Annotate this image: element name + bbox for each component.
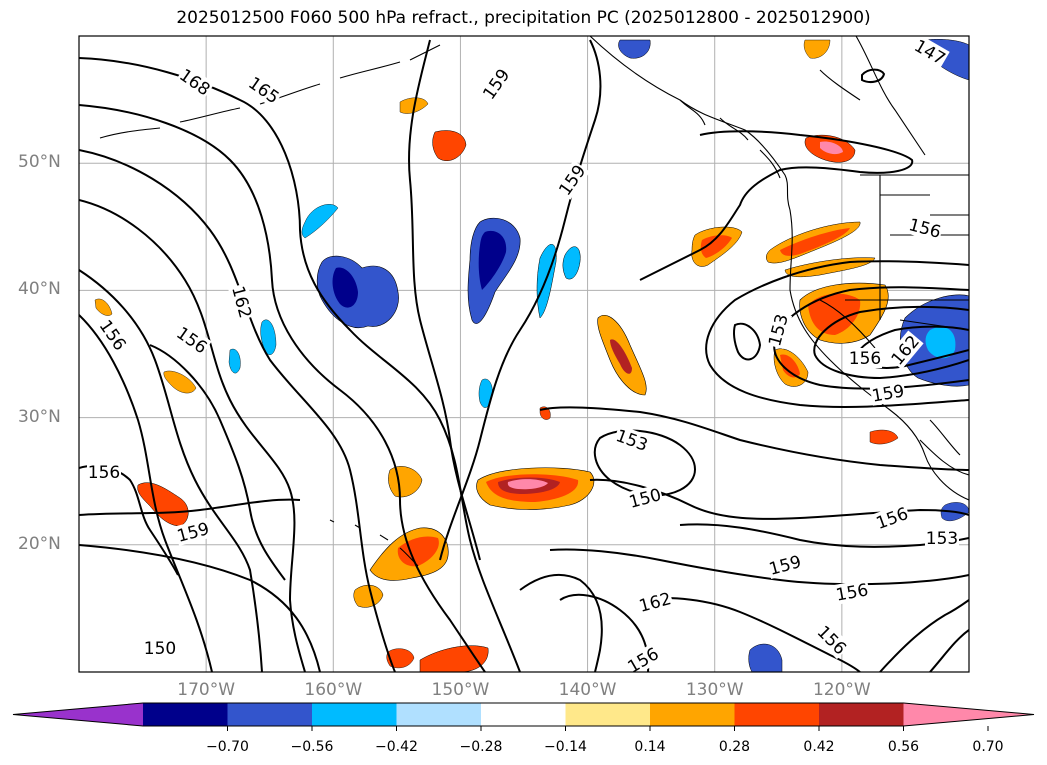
contour-label-background xyxy=(227,282,257,322)
negative-area xyxy=(618,39,651,59)
positive-area xyxy=(780,228,850,256)
colorbar-tick-label: 0.42 xyxy=(803,739,835,755)
negative-area xyxy=(562,246,581,280)
lon-tick-label: 140°W xyxy=(558,680,617,700)
positive-area xyxy=(432,130,467,161)
contour-label-background xyxy=(925,528,959,548)
colorbar-segment xyxy=(396,703,482,726)
negative-area xyxy=(260,319,277,355)
contour-label: 153 xyxy=(926,529,958,549)
contour-label-background xyxy=(623,642,663,672)
positive-area xyxy=(820,141,843,155)
colorbar-segment xyxy=(650,703,735,726)
positive-area xyxy=(700,235,732,258)
colorbar-segment xyxy=(227,703,313,726)
contour-label-background xyxy=(763,310,793,350)
positive-area xyxy=(780,354,800,378)
positive-area xyxy=(507,479,548,490)
colorbar-segment xyxy=(312,703,397,726)
contour-label-background xyxy=(635,587,675,617)
colorbar-tick-label: 0.56 xyxy=(887,739,920,755)
colorbar-tick-label: −0.28 xyxy=(459,739,503,755)
contour-label-background xyxy=(625,483,665,513)
contour-label-background xyxy=(95,315,131,355)
colorbar-outline xyxy=(12,702,1035,727)
contour-label: 156 xyxy=(849,349,881,369)
contour-label-background xyxy=(175,64,215,100)
contour-label-background xyxy=(886,330,924,370)
positive-area xyxy=(869,429,899,445)
contour-label-background xyxy=(244,72,284,108)
contour-label-background xyxy=(87,462,121,482)
colorbar-tick-label: −0.42 xyxy=(375,739,418,755)
colorbar-tick-label: 0.28 xyxy=(718,739,751,755)
contour-label-background xyxy=(612,424,652,456)
colorbar-segment xyxy=(819,703,904,726)
lon-tick-label: 130°W xyxy=(685,680,744,700)
colorbar-tick-label: −0.70 xyxy=(206,739,249,755)
colorbar-segment xyxy=(481,703,566,726)
contour-label-background xyxy=(905,213,945,243)
colorbar-extend-low xyxy=(13,703,143,726)
colorbar-extend-high xyxy=(903,703,1034,726)
colorbar-tick-label: −0.14 xyxy=(544,739,587,755)
contour-label-background xyxy=(869,380,907,406)
negative-area xyxy=(332,267,358,308)
positive-area xyxy=(163,370,197,394)
contour-label-background xyxy=(848,348,882,368)
positive-area xyxy=(610,339,632,374)
lat-tick-label: 20°N xyxy=(18,533,61,554)
contour-label-background xyxy=(172,322,212,358)
contour-label: 156 xyxy=(88,463,120,483)
contour-label-background xyxy=(833,579,871,605)
colorbar-tick-label: −0.56 xyxy=(290,739,334,755)
positive-area xyxy=(803,39,831,59)
lat-tick-label: 40°N xyxy=(18,279,61,300)
contour-label-background xyxy=(173,517,213,547)
colorbar-tick-label: 0.70 xyxy=(972,739,1004,755)
contour-label-background xyxy=(910,36,950,70)
negative-area xyxy=(478,378,493,408)
lon-tick-label: 150°W xyxy=(431,680,490,700)
negative-area xyxy=(228,348,241,374)
colorbar-segment xyxy=(565,703,651,726)
contour-label-background xyxy=(872,502,912,534)
lon-tick-label: 120°W xyxy=(812,680,871,700)
colorbar-tick-label: 0.14 xyxy=(634,739,666,755)
positive-area xyxy=(94,298,113,316)
coastlines xyxy=(99,36,969,567)
contour-label-background xyxy=(554,160,590,200)
contour-label-background xyxy=(478,64,514,104)
negative-area xyxy=(748,643,783,672)
negative-area xyxy=(478,230,507,290)
map-frame xyxy=(78,35,970,673)
lon-tick-label: 170°W xyxy=(177,680,236,700)
contour-label-background xyxy=(143,638,177,658)
map-title: 2025012500 F060 500 hPa refract., precip… xyxy=(176,8,871,28)
negative-area xyxy=(925,326,956,359)
contour-label-background xyxy=(765,550,805,580)
colorbar-segment xyxy=(143,703,228,726)
colorbar-segment xyxy=(734,703,820,726)
colorbar xyxy=(12,702,1035,731)
contour-label-background xyxy=(812,620,852,660)
lat-tick-label: 30°N xyxy=(18,406,61,427)
lat-tick-label: 50°N xyxy=(18,152,61,173)
negative-area xyxy=(301,204,339,239)
positive-area xyxy=(808,293,861,335)
positive-area xyxy=(386,648,415,669)
contour-label: 150 xyxy=(144,639,176,659)
lon-tick-label: 160°W xyxy=(304,680,363,700)
